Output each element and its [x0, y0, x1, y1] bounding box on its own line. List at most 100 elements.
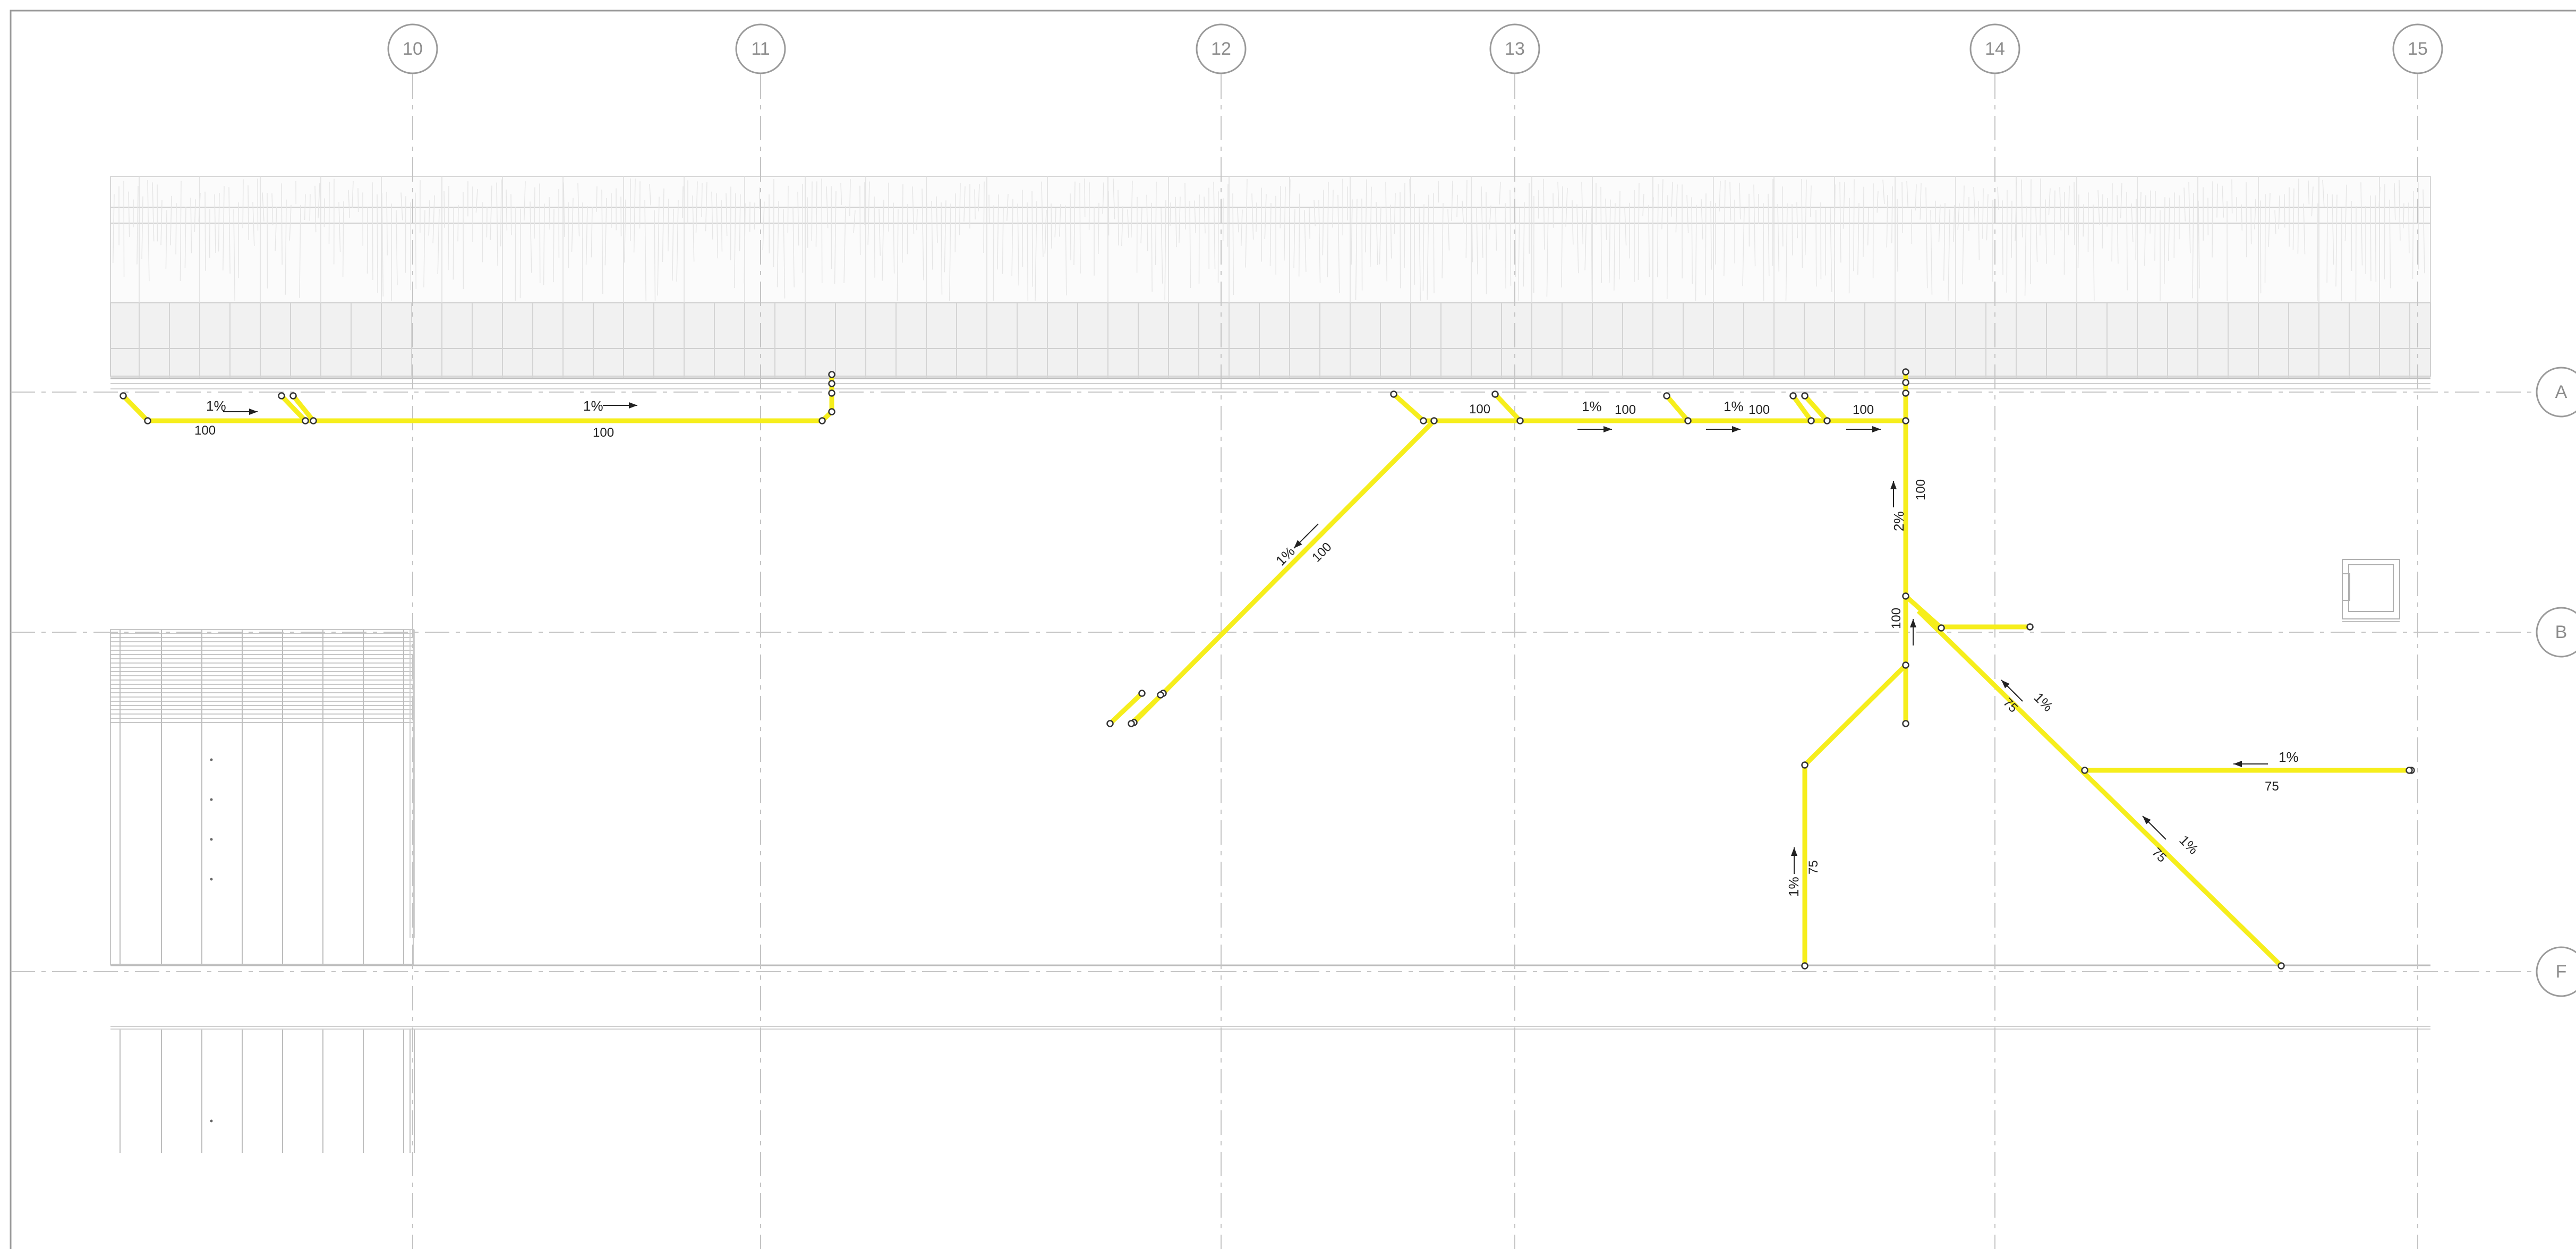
- facade-texture: [711, 191, 713, 240]
- facade-texture: [882, 199, 884, 281]
- pipe-branch: [1392, 392, 1425, 423]
- facade-texture: [1915, 184, 1917, 211]
- facade-texture: [223, 186, 225, 271]
- facade-texture: [549, 197, 551, 230]
- facade-texture: [591, 207, 593, 258]
- facade-texture: [1572, 200, 1574, 245]
- diameter-label: 100: [1889, 608, 1904, 629]
- flow-arrow-head: [1791, 847, 1797, 856]
- facade-texture: [1113, 179, 1115, 219]
- pipe-fitting: [1420, 417, 1427, 424]
- flow-arrow-head: [1910, 619, 1916, 627]
- facade-texture: [1322, 189, 1324, 256]
- pipe-branch: [1791, 394, 1813, 422]
- facade-texture: [1973, 187, 1976, 225]
- facade-texture: [963, 186, 966, 222]
- facade-texture: [141, 196, 143, 259]
- facade-texture: [2053, 190, 2055, 256]
- facade-texture: [299, 205, 301, 298]
- facade-texture: [1930, 210, 1933, 295]
- facade-texture: [2292, 188, 2294, 250]
- facade-texture: [267, 193, 268, 288]
- grid-label-12: 12: [1211, 39, 1231, 59]
- facade-texture: [1957, 203, 1960, 230]
- facade-texture: [1376, 202, 1378, 265]
- facade-texture: [1565, 188, 1568, 227]
- facade-texture: [1509, 189, 1512, 286]
- facade-texture: [1499, 182, 1501, 205]
- facade-texture: [2322, 180, 2325, 207]
- diameter-label: 75: [2149, 845, 2169, 865]
- facade-texture: [1624, 207, 1627, 246]
- facade-texture: [1591, 206, 1593, 301]
- pipe-fitting: [1138, 690, 1146, 697]
- facade-texture: [2077, 194, 2079, 268]
- facade-texture: [2351, 200, 2352, 271]
- facade-texture: [198, 192, 201, 222]
- facade-texture: [1065, 205, 1067, 296]
- pipe-fitting: [144, 417, 151, 424]
- facade-texture: [314, 185, 317, 233]
- facade-texture: [1327, 182, 1329, 277]
- facade-texture: [2274, 210, 2276, 234]
- facade-texture: [596, 186, 598, 212]
- facade-texture: [1118, 190, 1119, 246]
- facade-texture: [1608, 199, 1611, 283]
- facade-texture: [1313, 200, 1316, 227]
- facade-texture: [432, 195, 435, 244]
- pipe-fitting: [1801, 962, 1809, 970]
- facade-texture: [1605, 198, 1607, 240]
- facade-texture: [2335, 194, 2338, 287]
- facade-texture: [926, 202, 927, 242]
- facade-texture: [1675, 184, 1678, 233]
- facade-texture: [2097, 190, 2100, 225]
- facade-texture: [372, 182, 373, 281]
- diameter-label: 100: [593, 426, 614, 440]
- facade-texture: [1839, 182, 1841, 263]
- facade-texture: [1298, 193, 1300, 277]
- facade-texture: [1130, 181, 1133, 238]
- facade-texture: [1505, 203, 1506, 288]
- facade-texture: [1742, 208, 1745, 286]
- facade-texture: [1175, 197, 1177, 248]
- grid-bubble-13: [1489, 23, 1540, 74]
- facade-texture: [1867, 207, 1869, 245]
- facade-texture: [1962, 185, 1965, 285]
- facade-texture: [949, 203, 951, 301]
- facade-texture: [147, 180, 150, 282]
- facade-texture: [180, 181, 182, 281]
- diameter-label: 100: [1853, 403, 1874, 417]
- pipe-annotations: 1% 100 1% 100 100 1% 100 1% 100 100 1% 1…: [194, 398, 2299, 897]
- slope-label: 1%: [1582, 398, 1602, 414]
- facade-texture: [490, 185, 492, 240]
- facade-texture: [1782, 186, 1784, 247]
- facade-texture: [1901, 182, 1904, 233]
- facade-texture: [2120, 183, 2122, 218]
- grid-bubble-A: [2536, 367, 2576, 418]
- facade-texture: [496, 182, 498, 266]
- facade-texture: [988, 194, 990, 223]
- facade-texture: [978, 184, 980, 211]
- facade-texture: [1127, 209, 1129, 238]
- facade-texture: [2389, 199, 2391, 288]
- facade-texture: [1882, 180, 1885, 204]
- facade-texture: [1576, 204, 1579, 274]
- facade-texture: [2212, 181, 2213, 258]
- facade-texture: [1240, 209, 1243, 246]
- slope-label: 1%: [2279, 749, 2299, 765]
- pipe-fitting: [1390, 390, 1397, 398]
- facade-texture: [1447, 209, 1450, 251]
- facade-texture: [2040, 179, 2041, 236]
- pipe-fitting: [1430, 417, 1438, 424]
- facade-texture: [2002, 200, 2003, 275]
- facade-texture: [1614, 203, 1616, 291]
- facade-texture: [1920, 183, 1922, 220]
- facade-texture: [377, 194, 378, 293]
- pipe-fitting: [1902, 389, 1909, 397]
- facade-texture: [601, 189, 603, 294]
- facade-texture: [1419, 208, 1421, 301]
- pipe-fitting: [302, 417, 309, 424]
- facade-texture: [662, 188, 664, 262]
- facade-texture: [1369, 186, 1372, 267]
